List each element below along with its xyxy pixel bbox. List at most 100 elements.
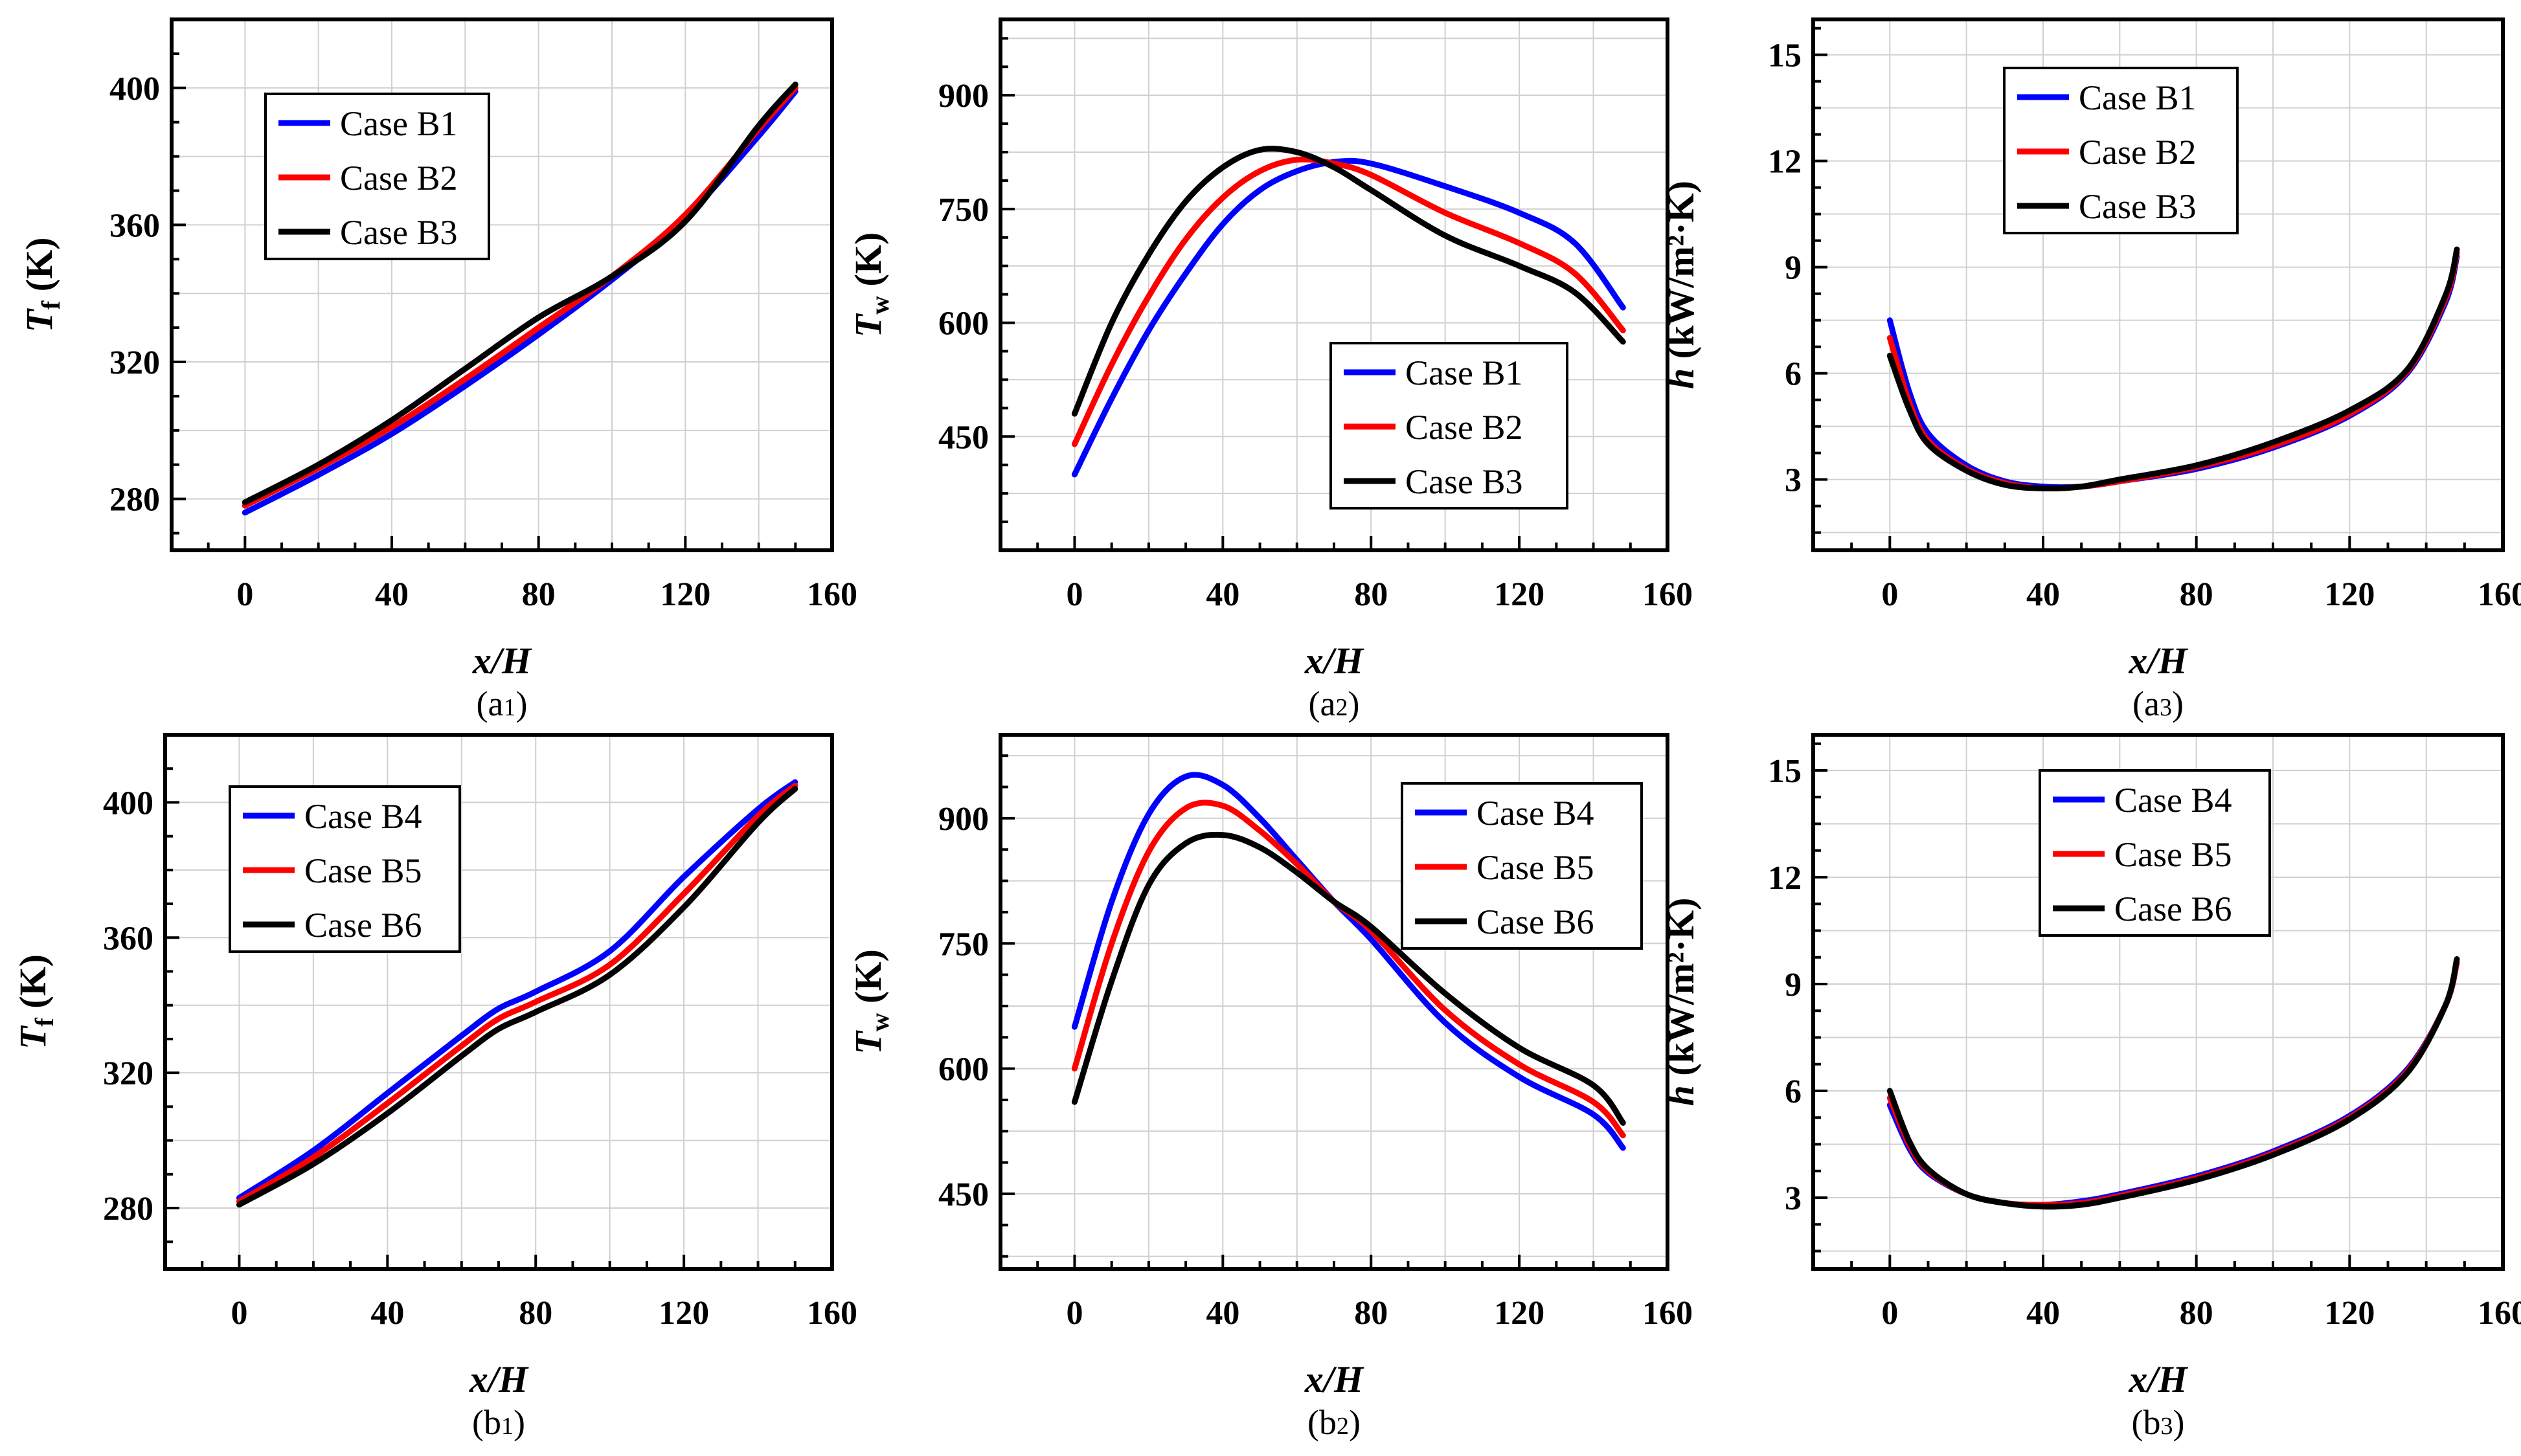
- series-line-case-b3: [242, 82, 798, 506]
- y-tick-label: 280: [103, 1191, 153, 1227]
- y-tick-label: 6: [1785, 356, 1802, 393]
- series-line-case-b1: [1886, 253, 2460, 491]
- y-label-space: [1660, 359, 1702, 368]
- x-tick-label: 40: [2026, 576, 2060, 613]
- caption-end: ): [2173, 1403, 2185, 1442]
- caption-end: ): [514, 1403, 525, 1442]
- legend-label: Case B5: [2114, 835, 2232, 874]
- x-tick-label: 80: [1354, 1295, 1388, 1332]
- plot-frame: [999, 733, 1669, 1271]
- panel-caption: (a1): [477, 684, 528, 723]
- x-tick-label: 0: [236, 576, 253, 613]
- legend-label: Case B1: [1405, 353, 1523, 392]
- y-label-unit: (K): [847, 949, 889, 1003]
- y-tick-label: 280: [109, 482, 160, 519]
- y-label-space: [12, 1009, 54, 1018]
- y-tick-label: 6: [1785, 1073, 1802, 1110]
- y-axis-label: h (kW/m²·K): [1660, 898, 1702, 1106]
- legend-label: Case B6: [2114, 890, 2232, 928]
- x-tick-label: 80: [522, 576, 556, 613]
- x-tick-label: 120: [660, 576, 710, 613]
- plot-frame: [999, 17, 1669, 552]
- y-label-space: [18, 291, 60, 301]
- x-tick-label: 40: [2026, 1295, 2060, 1332]
- legend: Case B1 Case B2 Case B3: [1329, 342, 1568, 510]
- series-line-case-b2: [1886, 250, 2460, 492]
- y-label-unit: (K): [847, 232, 889, 287]
- x-tick-label: 160: [2478, 576, 2521, 613]
- caption-end: ): [515, 684, 527, 723]
- x-tick-label: 160: [2478, 1295, 2521, 1332]
- y-tick-label: 900: [938, 801, 989, 838]
- caption-main: (a: [477, 684, 504, 723]
- x-tick-label: 160: [1642, 576, 1693, 613]
- x-tick-label: 0: [1881, 1295, 1898, 1332]
- panel-caption: (b1): [472, 1403, 525, 1442]
- y-label-unit: (kW/m²·K): [1660, 181, 1702, 359]
- caption-end: ): [1349, 1403, 1361, 1442]
- legend-label: Case B4: [304, 797, 422, 836]
- plot-frame: [163, 733, 834, 1271]
- y-axis-label: Tw (K): [847, 949, 894, 1055]
- legend-label: Case B3: [1405, 462, 1523, 501]
- caption-end: ): [2172, 684, 2184, 723]
- y-tick-label: 12: [1768, 144, 1802, 181]
- legend: Case B4 Case B5 Case B6: [2039, 769, 2271, 937]
- x-axis-label: x/H: [1304, 1358, 1364, 1400]
- y-axis-label: Tf (K): [18, 237, 65, 332]
- series-line-case-b2: [1071, 156, 1626, 447]
- y-axis-label: Tf (K): [12, 954, 59, 1049]
- legend: Case B1 Case B2 Case B3: [264, 93, 490, 260]
- series-line-case-b4: [1071, 772, 1626, 1151]
- legend-label: Case B5: [304, 851, 422, 890]
- y-tick-label: 15: [1768, 753, 1802, 790]
- x-tick-label: 0: [1881, 576, 1898, 613]
- caption-sub: 2: [1335, 694, 1348, 721]
- y-axis-label: h (kW/m²·K): [1660, 181, 1702, 389]
- series-line-case-b6: [236, 786, 798, 1208]
- legend-label: Case B3: [2079, 187, 2197, 226]
- y-label-space: [847, 1003, 889, 1013]
- y-tick-label: 12: [1768, 860, 1802, 897]
- x-tick-label: 40: [370, 1295, 404, 1332]
- y-label-unit: (kW/m²·K): [1660, 898, 1702, 1076]
- x-axis-label: x/H: [472, 640, 532, 682]
- caption-main: (a: [1309, 684, 1336, 723]
- x-axis-label: x/H: [2128, 640, 2188, 682]
- y-label-unit: (K): [12, 954, 54, 1009]
- caption-end: ): [1348, 684, 1359, 723]
- y-tick-label: 600: [938, 306, 989, 342]
- x-tick-label: 80: [1354, 576, 1388, 613]
- y-label-subscript: f: [30, 1018, 59, 1027]
- y-label-symbol: T: [847, 313, 889, 337]
- y-label-subscript: f: [36, 300, 65, 309]
- legend-label: Case B4: [1476, 794, 1594, 833]
- y-axis-label: Tw (K): [847, 232, 894, 338]
- x-tick-label: 120: [659, 1295, 709, 1332]
- legend-label: Case B2: [1405, 408, 1523, 447]
- x-axis-label: x/H: [2128, 1358, 2188, 1400]
- y-tick-label: 400: [103, 785, 153, 822]
- y-label-symbol: T: [18, 308, 60, 333]
- series-line-case-b5: [1071, 800, 1626, 1139]
- x-tick-label: 40: [1206, 1295, 1239, 1332]
- x-tick-label: 0: [1066, 1295, 1083, 1332]
- x-tick-label: 160: [807, 576, 857, 613]
- x-tick-label: 120: [1494, 576, 1544, 613]
- y-tick-label: 450: [938, 419, 989, 456]
- panel-b1: 0 40 80 120 160 280 320 360 400 x/H(b1) Tf (K) Case…: [12, 733, 857, 1442]
- x-tick-label: 80: [2180, 576, 2213, 613]
- y-label-space: [1660, 1076, 1702, 1086]
- panel-b2: 0 40 80 120 160 450 600 750 900 x/H(b2) Tw (K) Case…: [847, 733, 1693, 1442]
- series-line-case-b4: [236, 779, 798, 1201]
- x-tick-label: 120: [1494, 1295, 1544, 1332]
- caption-sub: 1: [501, 1413, 514, 1440]
- legend-label: Case B2: [2079, 133, 2197, 172]
- y-tick-label: 750: [938, 192, 989, 229]
- panel-caption: (b3): [2132, 1403, 2185, 1442]
- x-tick-label: 0: [231, 1295, 247, 1332]
- x-tick-label: 0: [1066, 576, 1083, 613]
- y-tick-label: 3: [1785, 462, 1802, 499]
- y-label-symbol: h: [1660, 368, 1702, 389]
